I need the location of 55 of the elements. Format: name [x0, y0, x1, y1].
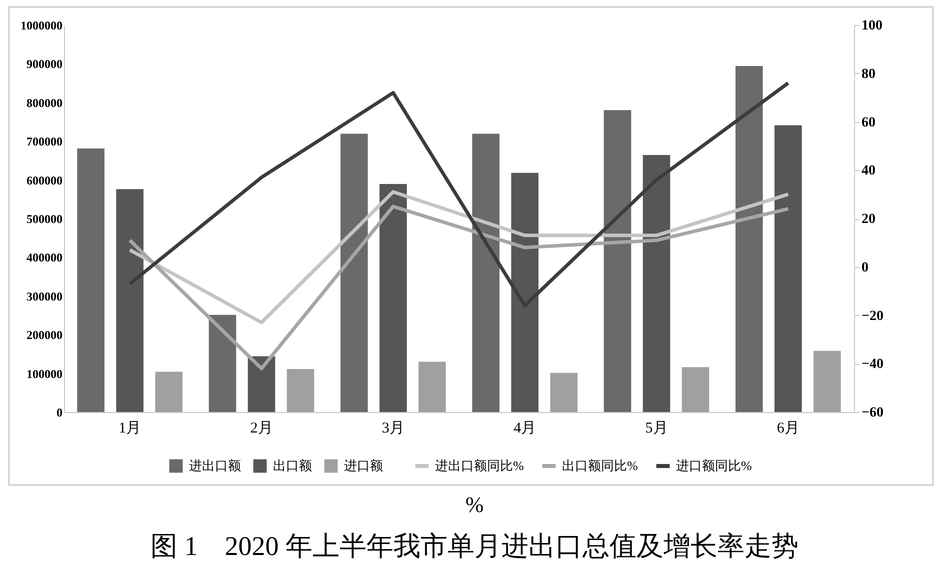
y2-tick-label: 20: [862, 212, 876, 227]
bar: [155, 372, 182, 412]
y-tick-label: 800000: [26, 96, 62, 110]
y2-tick-label: −40: [862, 357, 884, 372]
text: 图 1 2020 年上半年我市单月进出口总值及增长率走势: [150, 530, 800, 563]
y-tick-label: 1000000: [20, 18, 62, 32]
y2-tick-label: 0: [862, 260, 868, 276]
y2-tick-label: 60: [862, 115, 876, 130]
bar: [511, 172, 538, 412]
bar: [472, 134, 500, 412]
x-tick-label: 2月: [250, 420, 273, 436]
y-tick-label: 100000: [26, 366, 62, 381]
bar: [286, 369, 314, 412]
line-series: [128, 190, 790, 324]
y-tick-label: 700000: [26, 134, 62, 149]
text: %: [464, 492, 485, 518]
line-series: [128, 81, 790, 308]
bar: [682, 367, 710, 412]
y-tick-label: 600000: [26, 173, 62, 188]
x-tick-label: 3月: [382, 420, 404, 436]
x-tick-label: 5月: [645, 420, 668, 436]
bar: [550, 372, 578, 412]
y-tick-label: 400000: [26, 250, 62, 265]
y-tick-label: 500000: [26, 212, 62, 226]
legend-label: 进口额: [344, 458, 383, 473]
bar: [642, 155, 670, 412]
bar: [736, 66, 763, 412]
y-tick-label: 900000: [26, 57, 62, 72]
x-tick-label: 4月: [514, 420, 536, 436]
y2-tick-label: 40: [862, 164, 876, 179]
bar: [814, 350, 841, 412]
y-tick-label: 0: [56, 406, 62, 420]
y-tick-label: 200000: [26, 328, 62, 342]
bar: [77, 148, 104, 412]
y2-tick-label: 80: [862, 66, 876, 82]
bar: [208, 314, 236, 412]
y2-tick-label: −60: [862, 406, 884, 420]
legend-label: 进口额同比%: [676, 458, 752, 473]
bar: [248, 356, 276, 412]
bar: [774, 125, 802, 412]
y2-tick-label: 100: [862, 18, 882, 34]
x-tick-label: 1月: [118, 420, 142, 436]
y-tick-label: 300000: [26, 289, 62, 304]
legend-label: 进出口额: [189, 458, 241, 473]
legend-label: 出口额同比%: [562, 458, 638, 473]
y2-tick-label: −20: [862, 308, 884, 324]
bar: [340, 134, 368, 412]
bar: [418, 362, 446, 412]
x-tick-label: 6月: [776, 420, 800, 436]
bar: [604, 110, 632, 412]
line-series: [128, 204, 790, 370]
bar: [380, 184, 407, 412]
legend-label: 进出口额同比%: [435, 458, 524, 473]
bar: [116, 189, 144, 412]
legend-label: 出口额: [273, 458, 312, 473]
